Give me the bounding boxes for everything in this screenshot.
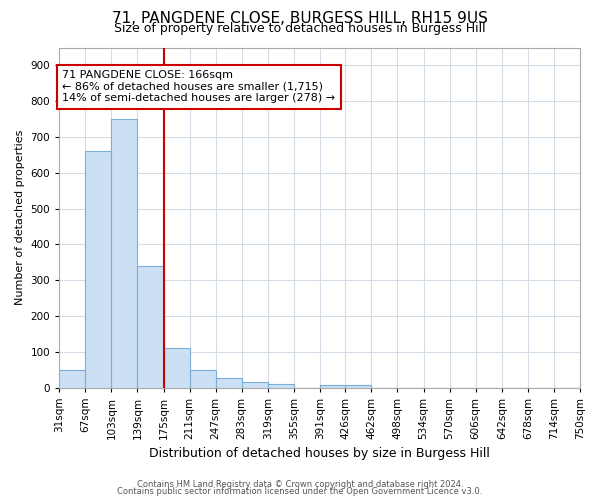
Text: Size of property relative to detached houses in Burgess Hill: Size of property relative to detached ho… <box>114 22 486 35</box>
Text: Contains HM Land Registry data © Crown copyright and database right 2024.: Contains HM Land Registry data © Crown c… <box>137 480 463 489</box>
X-axis label: Distribution of detached houses by size in Burgess Hill: Distribution of detached houses by size … <box>149 447 490 460</box>
Text: 71 PANGDENE CLOSE: 166sqm
← 86% of detached houses are smaller (1,715)
14% of se: 71 PANGDENE CLOSE: 166sqm ← 86% of detac… <box>62 70 335 104</box>
Text: Contains public sector information licensed under the Open Government Licence v3: Contains public sector information licen… <box>118 487 482 496</box>
Text: 71, PANGDENE CLOSE, BURGESS HILL, RH15 9US: 71, PANGDENE CLOSE, BURGESS HILL, RH15 9… <box>112 11 488 26</box>
Y-axis label: Number of detached properties: Number of detached properties <box>15 130 25 305</box>
